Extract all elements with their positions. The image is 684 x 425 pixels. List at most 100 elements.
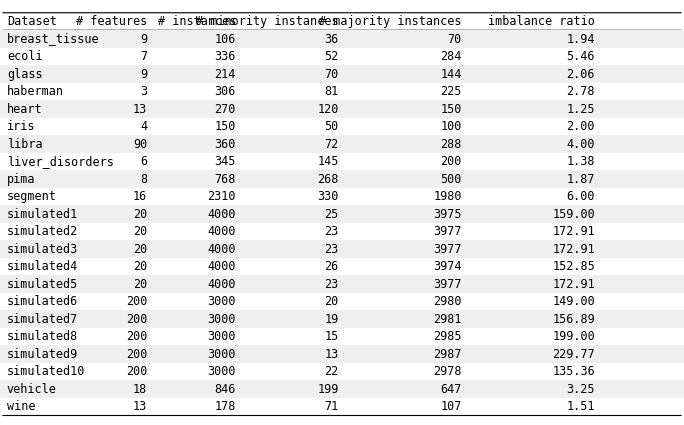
Text: heart: heart [7,102,42,116]
Text: 13: 13 [133,400,147,413]
Text: 20: 20 [133,278,147,291]
Bar [0,241,684,258]
Text: 3000: 3000 [207,348,236,361]
Text: 1.38: 1.38 [566,155,595,168]
Bar [0,258,684,275]
Text: 345: 345 [215,155,236,168]
Text: 72: 72 [324,138,339,150]
Text: 3: 3 [140,85,147,98]
Text: vehicle: vehicle [7,383,57,396]
Text: 3977: 3977 [433,243,462,256]
Text: wine: wine [7,400,36,413]
Text: 4000: 4000 [207,225,236,238]
Text: 1.51: 1.51 [566,400,595,413]
Bar [0,363,684,380]
Text: liver_disorders: liver_disorders [7,155,114,168]
Text: 135.36: 135.36 [553,365,595,378]
Text: 2.78: 2.78 [566,85,595,98]
Text: 647: 647 [440,383,462,396]
Text: 18: 18 [133,383,147,396]
Text: 100: 100 [440,120,462,133]
Text: pima: pima [7,173,36,186]
Text: 330: 330 [317,190,339,203]
Text: 52: 52 [324,50,339,63]
Text: 23: 23 [324,278,339,291]
Text: 9: 9 [140,68,147,81]
Text: 23: 23 [324,225,339,238]
Bar [0,398,684,416]
Text: 6: 6 [140,155,147,168]
Text: # instances: # instances [157,15,236,28]
Text: 172.91: 172.91 [553,225,595,238]
Text: 172.91: 172.91 [553,243,595,256]
Text: 4000: 4000 [207,278,236,291]
Bar [0,153,684,170]
Text: 106: 106 [215,33,236,45]
Text: 6.00: 6.00 [566,190,595,203]
Bar [0,205,684,223]
Text: 3000: 3000 [207,313,236,326]
Text: 306: 306 [215,85,236,98]
Text: 768: 768 [215,173,236,186]
Text: 2.00: 2.00 [566,120,595,133]
Text: libra: libra [7,138,42,150]
Text: simulated10: simulated10 [7,365,86,378]
Bar [0,118,684,135]
Text: # majority instances: # majority instances [319,15,462,28]
Text: 2310: 2310 [207,190,236,203]
Bar [0,310,684,328]
Text: 13: 13 [133,102,147,116]
Text: 268: 268 [317,173,339,186]
Text: 4: 4 [140,120,147,133]
Text: 200: 200 [126,348,147,361]
Text: 144: 144 [440,68,462,81]
Text: simulated8: simulated8 [7,330,78,343]
Text: breast_tissue: breast_tissue [7,33,99,45]
Text: 200: 200 [126,330,147,343]
Text: 150: 150 [215,120,236,133]
Text: 2.06: 2.06 [566,68,595,81]
Bar [0,65,684,83]
Text: 500: 500 [440,173,462,186]
Text: # features: # features [76,15,147,28]
Text: 846: 846 [215,383,236,396]
Text: 225: 225 [440,85,462,98]
Text: simulated7: simulated7 [7,313,78,326]
Text: 4.00: 4.00 [566,138,595,150]
Text: 145: 145 [317,155,339,168]
Bar [0,346,684,363]
Text: 23: 23 [324,243,339,256]
Bar [0,83,684,100]
Text: 200: 200 [126,365,147,378]
Text: 4000: 4000 [207,260,236,273]
Text: 13: 13 [324,348,339,361]
Text: 15: 15 [324,330,339,343]
Text: 1.87: 1.87 [566,173,595,186]
Text: 3977: 3977 [433,225,462,238]
Bar [0,275,684,293]
Text: 152.85: 152.85 [553,260,595,273]
Text: simulated1: simulated1 [7,208,78,221]
Text: iris: iris [7,120,36,133]
Text: 8: 8 [140,173,147,186]
Bar [0,30,684,48]
Text: 9: 9 [140,33,147,45]
Text: 149.00: 149.00 [553,295,595,308]
Text: 229.77: 229.77 [553,348,595,361]
Text: 20: 20 [133,225,147,238]
Text: 200: 200 [126,313,147,326]
Text: simulated9: simulated9 [7,348,78,361]
Text: 3000: 3000 [207,330,236,343]
Text: simulated6: simulated6 [7,295,78,308]
Text: 214: 214 [215,68,236,81]
Text: 3977: 3977 [433,278,462,291]
Bar [0,13,684,30]
Text: 90: 90 [133,138,147,150]
Bar [0,170,684,188]
Text: 25: 25 [324,208,339,221]
Text: simulated4: simulated4 [7,260,78,273]
Text: 199: 199 [317,383,339,396]
Text: 2987: 2987 [433,348,462,361]
Text: 20: 20 [133,208,147,221]
Bar [0,100,684,118]
